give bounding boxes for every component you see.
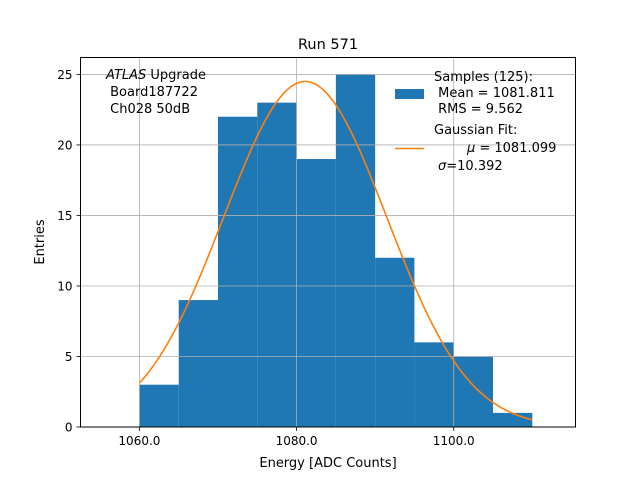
chart-title: Run 571	[298, 37, 358, 53]
legend-sigma-value: =10.392	[446, 159, 502, 174]
legend-samples-rms: RMS = 9.562	[434, 102, 523, 117]
x-tick-label: 1080.0	[276, 434, 318, 448]
x-tick-label: 1060.0	[118, 434, 160, 448]
legend-mu-symbol: μ	[466, 141, 475, 156]
legend-samples-title: Samples (125):	[434, 70, 533, 85]
legend-sigma-symbol: σ	[438, 159, 447, 174]
plot-frame	[80, 57, 576, 428]
upgrade-label: Upgrade	[146, 68, 206, 83]
histogram-bar	[335, 74, 376, 427]
y-tick-label: 25	[57, 68, 72, 82]
histogram-bar	[493, 412, 533, 427]
histogram-bar	[257, 102, 297, 428]
histogram-bar	[296, 159, 336, 427]
svg-text:σ=10.392: σ=10.392	[438, 159, 503, 174]
legend-fit-title: Gaussian Fit:	[434, 123, 517, 138]
x-axis-ticks: 1060.0 1080.0 1100.0	[118, 427, 475, 448]
histogram-bar	[139, 384, 179, 427]
y-tick-label: 20	[57, 138, 72, 152]
histogram-bar	[414, 342, 454, 427]
legend-samples-mean: Mean = 1081.811	[434, 86, 555, 101]
histogram-bar	[178, 300, 218, 427]
x-tick-label: 1100.0	[433, 434, 475, 448]
board-label: Board187722	[106, 85, 198, 100]
svg-text:ATLAS Upgrade: ATLAS Upgrade	[105, 68, 206, 83]
y-axis-label: Entries	[33, 219, 48, 265]
y-axis-ticks: 0 5 10 15 20 25	[57, 68, 81, 435]
histogram-bar	[218, 116, 258, 428]
y-tick-label: 10	[57, 279, 72, 293]
histogram-bar	[375, 257, 415, 427]
atlas-annotation: ATLAS Upgrade Board187722 Ch028 50dB	[105, 68, 206, 117]
legend-mu-value: = 1081.099	[475, 141, 556, 156]
y-tick-label: 15	[57, 209, 72, 223]
gaussian-fit-curve	[138, 80, 533, 421]
histogram-bars	[139, 74, 533, 428]
svg-text:μ = 1081.099: μ = 1081.099	[438, 141, 577, 156]
legend: Samples (125): Mean = 1081.811 RMS = 9.5…	[395, 70, 577, 174]
histogram-bar	[453, 356, 493, 427]
x-axis-label: Energy [ADC Counts]	[259, 456, 396, 471]
legend-samples-swatch	[395, 89, 424, 99]
atlas-label: ATLAS	[105, 68, 146, 83]
channel-label: Ch028 50dB	[106, 102, 190, 117]
y-tick-label: 5	[65, 350, 73, 364]
y-tick-label: 0	[65, 421, 73, 435]
